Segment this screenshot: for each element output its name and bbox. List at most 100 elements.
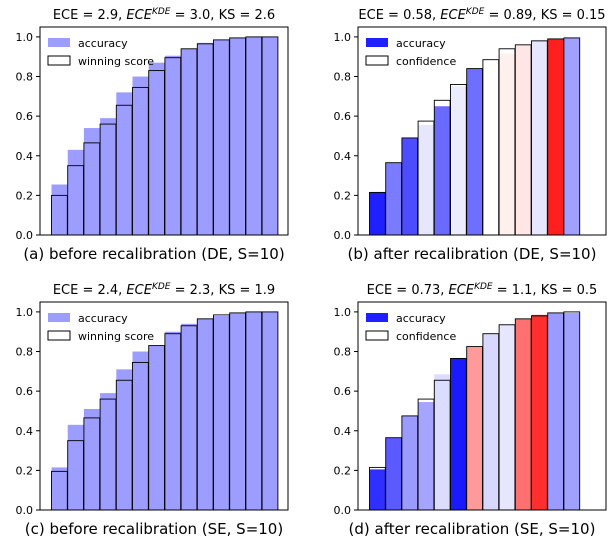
accuracy-bar: [67, 149, 84, 235]
panel-caption: (b) after recalibration (DE, S=10): [348, 245, 597, 263]
y-tick-label: 1.0: [334, 306, 352, 319]
y-tick-label: 0.8: [334, 71, 352, 84]
y-tick-label: 0.4: [16, 425, 34, 438]
accuracy-bar: [132, 351, 149, 510]
accuracy-bar: [83, 408, 100, 510]
accuracy-bar: [229, 312, 246, 510]
y-tick-label: 0.4: [334, 150, 352, 163]
accuracy-bar: [385, 437, 402, 510]
y-tick-label: 0.8: [334, 346, 352, 359]
accuracy-bar: [245, 36, 262, 236]
accuracy-bar: [499, 53, 515, 235]
y-tick-label: 0.4: [16, 150, 34, 163]
y-tick-label: 1.0: [334, 31, 352, 44]
accuracy-bar: [213, 315, 230, 510]
legend-swatch-winning-score: [47, 330, 71, 341]
accuracy-bar: [181, 323, 197, 510]
y-tick-label: 0.0: [334, 229, 352, 242]
accuracy-bar: [197, 42, 214, 235]
y-tick-label: 0.4: [334, 425, 352, 438]
accuracy-bar: [466, 68, 483, 235]
accuracy-bar: [401, 137, 418, 235]
legend-label-accuracy: accuracy: [396, 312, 446, 325]
axes-frame: [357, 301, 607, 511]
panel-caption: (d) after recalibration (SE, S=10): [349, 520, 596, 538]
accuracy-bar: [262, 36, 278, 236]
y-tick-label: 1.0: [16, 31, 34, 44]
accuracy-bar: [262, 311, 278, 510]
y-tick-label: 0.0: [16, 504, 34, 517]
accuracy-bar: [418, 125, 434, 235]
legend-swatch-confidence: [365, 55, 389, 66]
accuracy-bar: [245, 311, 262, 510]
accuracy-bar: [197, 318, 214, 510]
legend-swatch-confidence: [365, 330, 389, 341]
accuracy-bar: [181, 48, 197, 235]
panel-caption: (a) before recalibration (DE, S=10): [23, 245, 284, 263]
chart-panel-b: ECE = 0.58, ECEKDE = 0.89, KS = 0.15 0.0 0…: [334, 7, 607, 263]
chart-panel-d: ECE = 0.73, ECEKDE = 1.1, KS = 0.5 0.0 0.2…: [334, 282, 607, 538]
accuracy-bar: [482, 333, 499, 510]
accuracy-bar: [418, 402, 434, 510]
axes-frame: [39, 26, 289, 236]
y-tick-label: 0.8: [16, 71, 34, 84]
chart-panel-c: ECE = 2.4, ECEKDE = 2.3, KS = 1.9 0.0 0.2 0…: [16, 282, 289, 538]
legend-label-accuracy: accuracy: [78, 312, 128, 325]
accuracy-bar: [531, 314, 548, 510]
chart-title: ECE = 2.9, ECEKDE = 3.0, KS = 2.6: [53, 7, 275, 23]
accuracy-bar: [164, 331, 181, 510]
accuracy-bar: [547, 38, 564, 235]
accuracy-bar: [531, 39, 548, 235]
accuracy-bar: [100, 393, 116, 510]
accuracy-bar: [482, 63, 499, 236]
accuracy-bar: [148, 62, 165, 235]
accuracy-bar: [466, 346, 483, 510]
y-tick-label: 0.6: [16, 110, 34, 123]
accuracy-bar: [100, 118, 116, 235]
y-tick-label: 0.6: [334, 385, 352, 398]
y-tick-label: 0.8: [16, 346, 34, 359]
legend-label-confidence: confidence: [396, 55, 456, 68]
accuracy-bar: [434, 106, 451, 236]
accuracy-bar: [547, 312, 564, 510]
accuracy-bar: [213, 39, 230, 235]
legend-swatch-accuracy: [366, 38, 388, 47]
accuracy-bar: [563, 312, 580, 510]
accuracy-bar: [229, 37, 246, 236]
legend-swatch-accuracy: [48, 38, 70, 47]
y-tick-label: 0.6: [334, 110, 352, 123]
y-tick-label: 0.6: [16, 385, 34, 398]
accuracy-bar: [515, 318, 532, 510]
accuracy-bar: [369, 192, 386, 235]
axes-frame: [357, 26, 607, 236]
legend-label-winning-score: winning score: [78, 55, 154, 68]
accuracy-bar: [67, 424, 84, 510]
accuracy-bar: [51, 184, 68, 235]
legend-swatch-accuracy: [48, 313, 70, 322]
legend-label-accuracy: accuracy: [396, 37, 446, 50]
legend-swatch-accuracy: [366, 313, 388, 322]
accuracy-bar: [148, 345, 165, 510]
accuracy-bar: [450, 358, 467, 510]
y-tick-label: 1.0: [16, 306, 34, 319]
accuracy-bar: [164, 55, 181, 235]
accuracy-bar: [369, 469, 386, 510]
accuracy-bar: [83, 128, 100, 235]
accuracy-bar: [450, 86, 467, 236]
y-tick-label: 0.2: [334, 464, 352, 477]
axes-frame: [39, 301, 289, 511]
accuracy-bar: [515, 44, 532, 235]
accuracy-bar: [51, 467, 68, 510]
y-tick-label: 0.0: [334, 504, 352, 517]
legend-label-confidence: confidence: [396, 330, 456, 343]
accuracy-bar: [116, 369, 133, 510]
accuracy-bar: [499, 324, 515, 510]
accuracy-bar: [401, 415, 418, 510]
accuracy-bar: [385, 162, 402, 235]
y-tick-label: 0.2: [16, 189, 34, 202]
chart-title: ECE = 0.58, ECEKDE = 0.89, KS = 0.15: [358, 7, 605, 23]
accuracy-bar: [116, 92, 133, 236]
accuracy-bar: [132, 76, 149, 236]
y-tick-label: 0.2: [334, 189, 352, 202]
